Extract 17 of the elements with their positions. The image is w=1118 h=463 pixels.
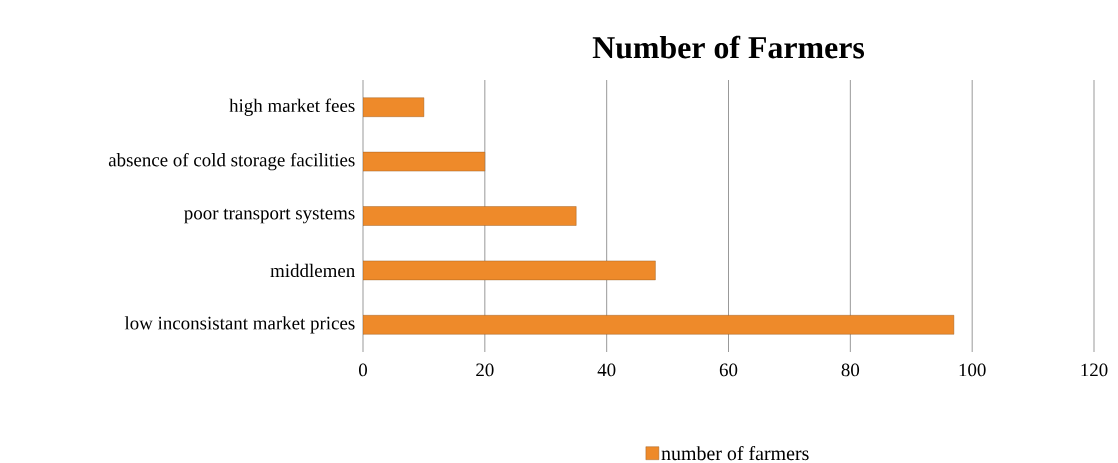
x-tick-label: 120	[1081, 363, 1108, 377]
y-tick-label: poor transport systems	[184, 208, 355, 224]
bar	[363, 315, 955, 335]
legend-label: number of farmers	[661, 445, 809, 461]
x-tick-label: 0	[358, 363, 367, 377]
y-tick-label: low inconsistant market prices	[124, 316, 355, 334]
x-tick-label: 80	[841, 363, 860, 377]
x-tick-label: 40	[597, 363, 616, 377]
x-tick-label: 100	[959, 363, 986, 377]
y-tick-label: middlemen	[270, 263, 355, 278]
bar	[363, 97, 425, 117]
y-tick-label: absence of cold storage facilities	[108, 152, 355, 171]
chart-title: Number of Farmers	[592, 35, 865, 59]
y-tick-label: high market fees	[229, 98, 355, 116]
bar	[363, 206, 577, 226]
x-tick-label: 60	[719, 363, 738, 377]
x-tick-label: 20	[476, 363, 494, 377]
